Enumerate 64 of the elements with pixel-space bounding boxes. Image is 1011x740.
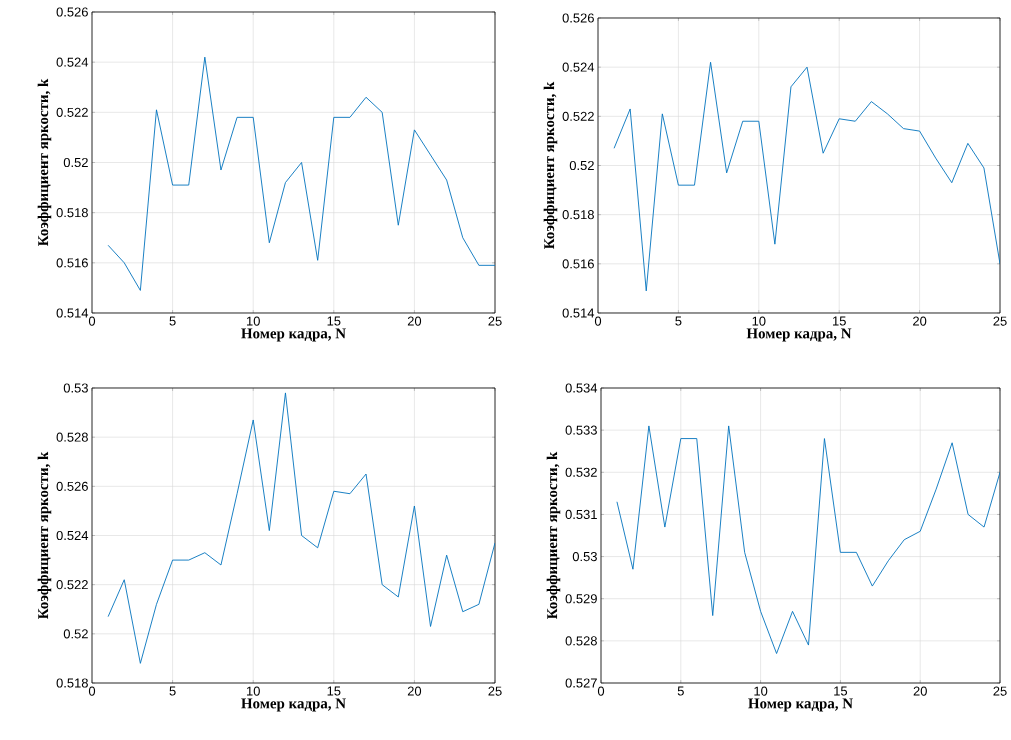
y-tick-label: 0.52 [63,629,88,639]
y-tick-label: 0.526 [562,13,594,23]
x-axis-title: Номер кадра, N [241,698,346,712]
x-tick-label: 25 [993,686,1007,696]
y-tick-label: 0.518 [56,678,88,688]
x-tick-label: 25 [488,686,502,696]
x-tick-label: 10 [752,316,766,326]
x-tick-label: 0 [597,686,605,696]
y-tick-label: 0.533 [565,425,597,435]
x-tick-label: 15 [327,686,341,696]
x-axis-title: Номер кадра, N [746,328,852,342]
y-tick-label: 0.524 [56,530,89,541]
x-tick-label: 15 [832,316,846,326]
x-tick-label: 15 [834,686,848,696]
y-tick-label: 0.522 [56,580,88,590]
y-tick-label: 0.529 [565,594,597,604]
y-tick-label: 0.52 [63,157,88,168]
y-tick-label: 0.524 [562,62,595,72]
y-tick-label: 0.518 [56,208,88,218]
y-tick-label: 0.532 [565,467,597,477]
y-tick-label: 0.516 [562,259,594,269]
x-axis-title: Номер кадра, N [748,698,853,712]
y-tick-label: 0.526 [56,7,88,17]
y-tick-label: 0.524 [56,57,89,67]
y-tick-label: 0.531 [565,509,597,520]
y-tick-label: 0.522 [56,107,88,117]
line-series [616,425,1001,654]
y-tick-label: 0.518 [562,210,594,220]
y-tick-label: 0.528 [56,432,88,442]
x-tick-label: 20 [913,316,927,326]
x-tick-label: 20 [407,686,422,696]
y-tick-label: 0.522 [562,111,594,121]
y-tick-label: 0.53 [63,383,88,393]
y-tick-label: 0.526 [56,481,88,491]
x-tick-label: 15 [327,316,341,326]
x-tick-label: 10 [246,686,260,696]
x-tick-label: 5 [169,316,176,326]
y-axis-title: Коэффициент яркости, k [546,451,561,620]
line-series [613,61,1001,292]
y-axis-title: Коэффициент яркости, k [37,451,52,620]
x-tick-label: 5 [677,686,684,696]
y-tick-label: 0.534 [565,383,598,393]
x-tick-label: 5 [169,686,176,696]
y-tick-label: 0.528 [565,636,597,646]
y-axis-title: Коэффициент яркости, k [543,81,558,250]
x-tick-label: 0 [88,686,96,696]
x-tick-label: 0 [88,316,96,326]
x-axis-title: Номер кадра, N [241,328,346,342]
line-series [107,392,495,664]
y-axis-title: Коэффициент яркости, k [37,78,52,247]
x-tick-label: 25 [488,316,502,326]
y-tick-label: 0.514 [562,308,595,318]
x-tick-label: 25 [993,316,1007,326]
x-tick-label: 10 [754,686,768,696]
y-tick-label: 0.527 [565,678,597,688]
x-tick-label: 5 [675,316,682,326]
x-tick-label: 10 [246,316,260,326]
y-tick-label: 0.53 [572,551,597,562]
x-tick-label: 20 [407,316,422,326]
x-tick-label: 20 [913,686,927,696]
y-tick-label: 0.516 [56,258,88,268]
x-tick-label: 0 [594,316,602,326]
y-tick-label: 0.52 [569,160,594,171]
y-tick-label: 0.514 [56,308,89,318]
